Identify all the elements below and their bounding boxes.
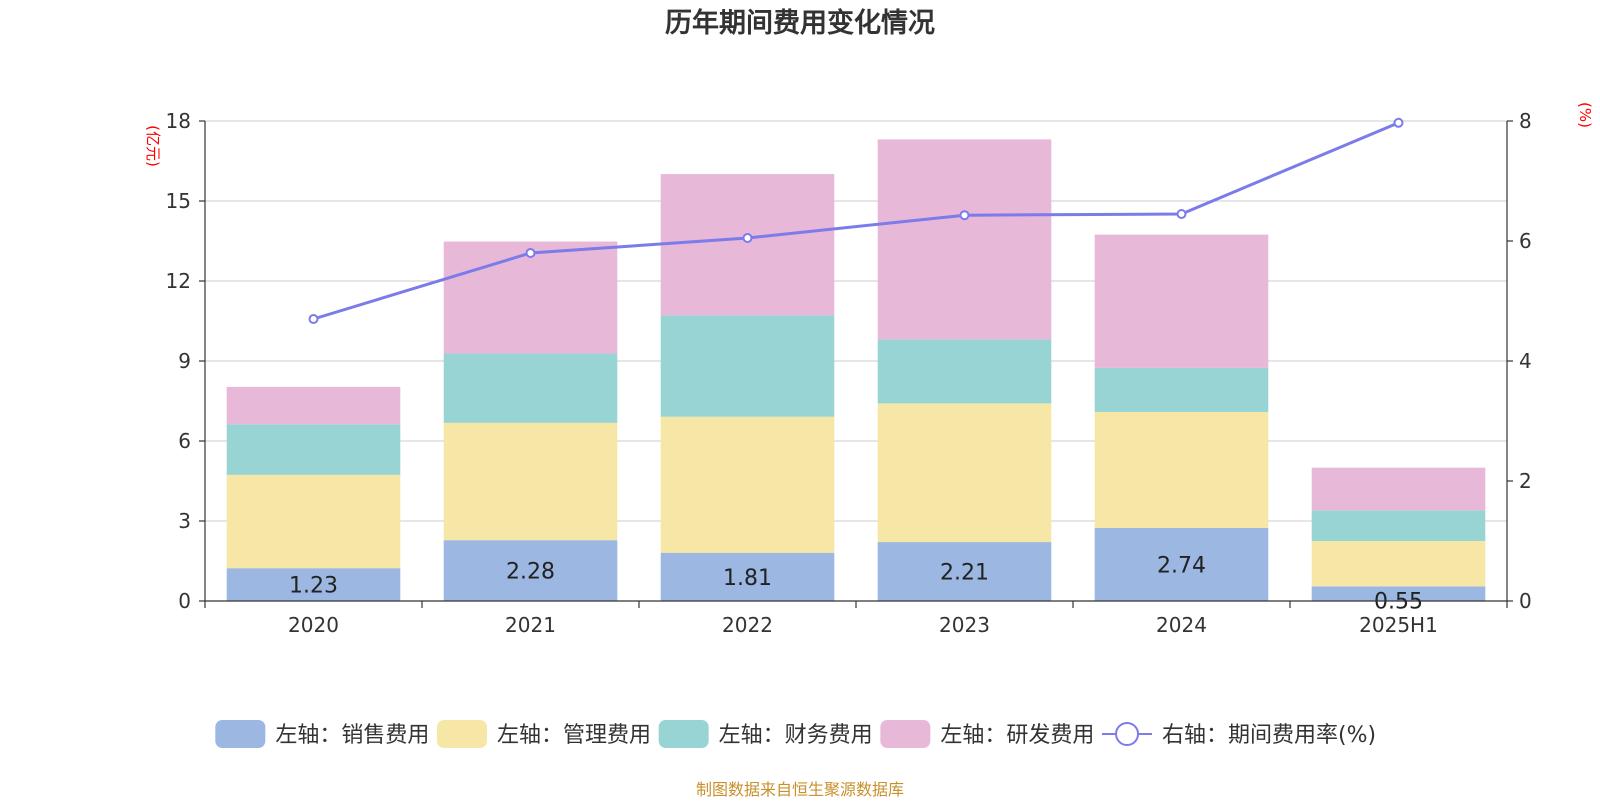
x-axis-tick-label: 2020 bbox=[288, 613, 339, 637]
legend-label: 左轴：财务费用 bbox=[719, 723, 873, 748]
left-axis-unit: (亿元) bbox=[144, 125, 162, 167]
x-axis-tick-label: 2023 bbox=[939, 613, 990, 637]
expense-rate-point bbox=[742, 233, 753, 243]
right-axis-tick-label: 0 bbox=[1519, 589, 1532, 613]
x-axis-tick-label: 2021 bbox=[505, 613, 556, 637]
bars-layer: 1.23 2.28 1.81 2.21 2.74 0.55 bbox=[226, 139, 1486, 614]
legend-label: 右轴：期间费用率(%) bbox=[1162, 723, 1376, 748]
bar-1-2022 bbox=[660, 552, 835, 601]
right-axis-tick-label: 4 bbox=[1519, 349, 1532, 373]
bar-data-label: 1.23 bbox=[289, 574, 338, 599]
bar-2-2020 bbox=[226, 474, 401, 569]
bar-2-2022 bbox=[660, 416, 835, 553]
legend-label: 左轴：管理费用 bbox=[497, 723, 651, 748]
x-axis-tick-label: 2025H1 bbox=[1359, 613, 1438, 637]
bar-2-2025H1 bbox=[1311, 541, 1486, 587]
bar-3-2023 bbox=[877, 339, 1052, 404]
legend-swatch bbox=[437, 720, 487, 748]
bar-1-2020 bbox=[226, 568, 401, 601]
axes-layer: 0 3 6 9 12 15 18 0 2 4 6 8 (亿元) (%) 2020 2021 2022 2023 20… bbox=[144, 102, 1594, 637]
bar-4-2020 bbox=[226, 386, 401, 425]
gridlines bbox=[205, 120, 1507, 522]
bar-3-2022 bbox=[660, 315, 835, 417]
bar-4-2024 bbox=[1094, 234, 1269, 368]
expense-rate-point bbox=[959, 210, 970, 221]
bar-data-label: 2.28 bbox=[506, 560, 555, 585]
bar-3-2025H1 bbox=[1311, 510, 1486, 541]
legend-label: 左轴：销售费用 bbox=[275, 723, 429, 748]
bar-1-2023 bbox=[877, 542, 1052, 601]
bar-2-2021 bbox=[443, 422, 618, 541]
bar-1-2024 bbox=[1094, 527, 1269, 601]
right-axis-tick-label: 6 bbox=[1519, 229, 1532, 253]
left-axis-tick-label: 9 bbox=[178, 349, 191, 373]
expense-rate-line bbox=[313, 121, 1400, 321]
legend-label: 左轴：研发费用 bbox=[940, 723, 1094, 748]
legend-swatch bbox=[658, 720, 709, 748]
chart-title: 历年期间费用变化情况 bbox=[665, 7, 935, 39]
left-axis-tick-label: 15 bbox=[166, 189, 191, 213]
left-axis-tick-label: 0 bbox=[178, 589, 191, 613]
left-axis-tick-label: 6 bbox=[178, 429, 191, 453]
data-source-footer: 制图数据来自恒生聚源数据库 bbox=[696, 780, 904, 799]
expense-rate-point bbox=[1393, 117, 1404, 128]
bar-3-2020 bbox=[226, 424, 401, 475]
line-layer bbox=[308, 117, 1404, 324]
x-axis-tick-label: 2022 bbox=[722, 613, 773, 637]
bar-4-2022 bbox=[660, 174, 835, 316]
right-axis-tick-label: 8 bbox=[1519, 109, 1532, 133]
legend-marker-icon bbox=[1115, 722, 1140, 746]
bar-1-2021 bbox=[443, 540, 618, 601]
legend-swatch bbox=[215, 720, 266, 748]
bar-3-2024 bbox=[1094, 367, 1269, 412]
bar-1-2025H1 bbox=[1311, 586, 1486, 601]
bar-4-2025H1 bbox=[1311, 467, 1486, 511]
bar-data-label: 2.21 bbox=[940, 561, 989, 586]
bar-2-2024 bbox=[1094, 411, 1269, 528]
bar-data-label: 2.74 bbox=[1157, 553, 1206, 578]
bar-data-label: 0.55 bbox=[1374, 589, 1423, 614]
bar-4-2021 bbox=[443, 241, 618, 354]
bar-4-2023 bbox=[877, 139, 1052, 340]
left-axis-tick-label: 18 bbox=[166, 109, 191, 133]
x-axis-tick-label: 2024 bbox=[1156, 613, 1207, 637]
bar-2-2023 bbox=[877, 403, 1052, 543]
bar-data-label: 1.81 bbox=[723, 566, 772, 591]
legend-swatch bbox=[880, 720, 931, 748]
right-axis-tick-label: 2 bbox=[1519, 469, 1532, 493]
right-axis-unit: (%) bbox=[1576, 102, 1594, 128]
expense-rate-point bbox=[308, 314, 319, 324]
left-axis-tick-label: 12 bbox=[166, 269, 191, 293]
expense-rate-point bbox=[525, 248, 536, 258]
legend: 左轴：销售费用 左轴：管理费用 左轴：财务费用 左轴：研发费用 右轴：期间费用率(%) bbox=[215, 720, 1376, 748]
expense-rate-point bbox=[1176, 209, 1187, 219]
bar-3-2021 bbox=[443, 353, 618, 423]
left-axis-tick-label: 3 bbox=[178, 509, 191, 533]
